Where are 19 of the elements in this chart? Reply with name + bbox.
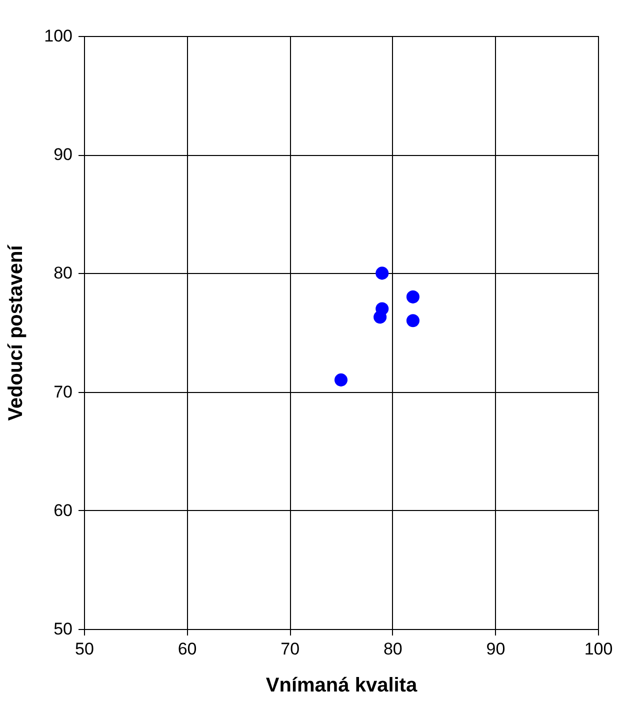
y-tick-label: 70 — [54, 382, 72, 402]
x-axis-title: Vnímaná kvalita — [266, 674, 418, 696]
x-tick-label: 60 — [178, 640, 197, 658]
y-axis-title: Vedoucí postavení — [5, 244, 28, 421]
x-tick-label: 90 — [486, 640, 506, 658]
y-tick-label: 60 — [54, 500, 72, 520]
point — [374, 310, 387, 324]
x-tick-label: 80 — [383, 640, 402, 658]
point — [334, 373, 348, 386]
point — [376, 266, 389, 280]
y-tick-label: 100 — [44, 26, 72, 46]
x-tick-label: 50 — [75, 640, 94, 658]
x-tick-label: 100 — [584, 640, 613, 658]
point — [406, 290, 420, 304]
y-tick-label: 80 — [54, 264, 72, 283]
y-tick-label: 90 — [54, 145, 72, 164]
y-tick-label: 50 — [54, 620, 72, 638]
point — [406, 314, 420, 328]
x-tick-label: 70 — [280, 640, 300, 658]
